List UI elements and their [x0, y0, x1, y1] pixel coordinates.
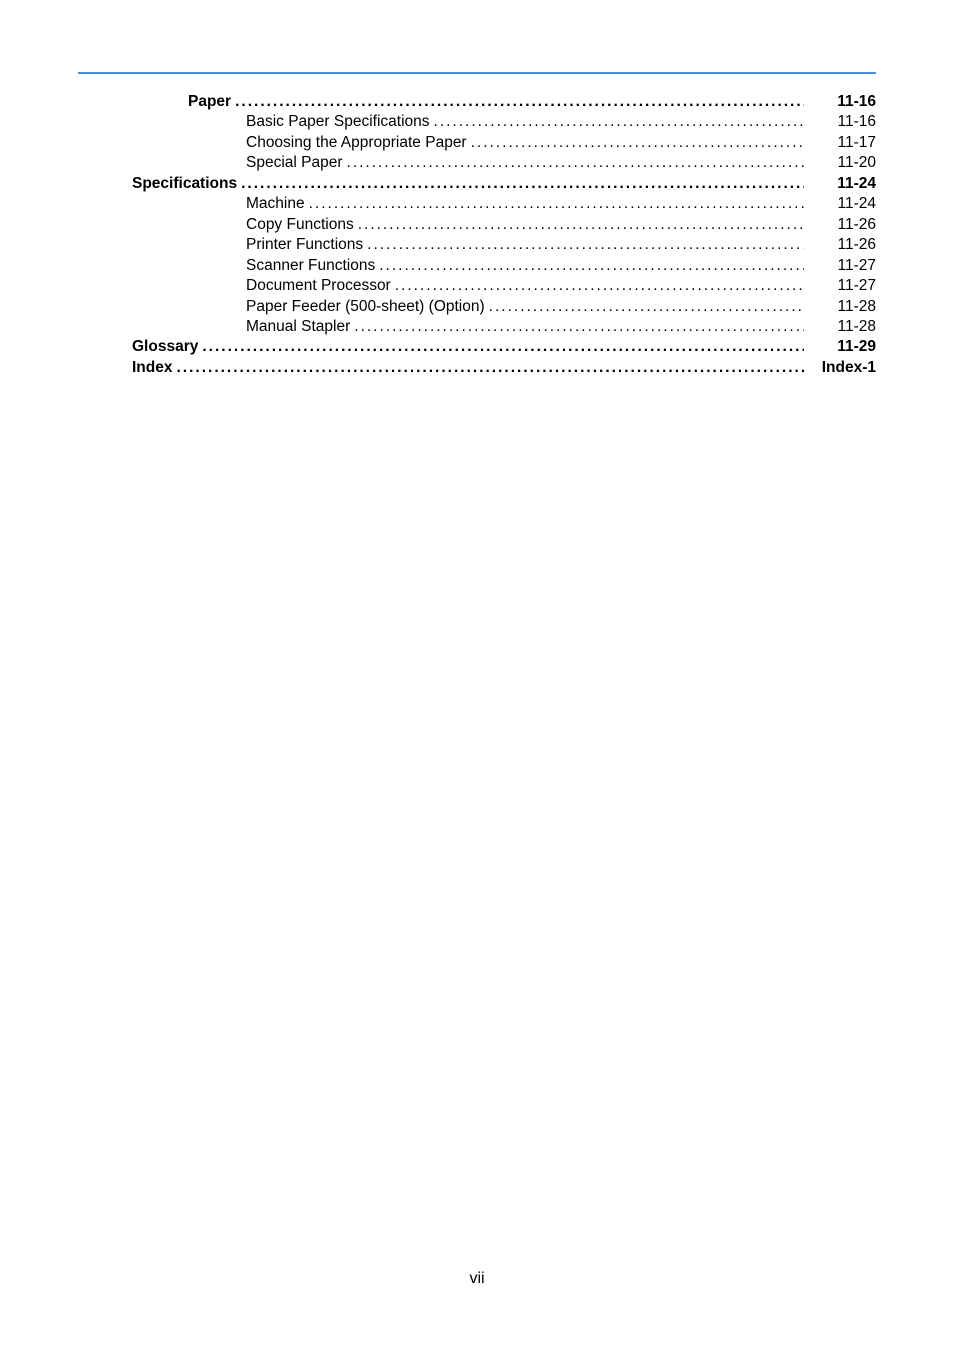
toc-page-number: 11-24 [808, 174, 876, 194]
toc-leader-dots [434, 112, 804, 132]
toc-title: Choosing the Appropriate Paper [246, 133, 467, 153]
toc-title: Index [132, 358, 172, 378]
toc-page-number: 11-27 [808, 276, 876, 296]
toc-leader-dots [309, 194, 804, 214]
toc-row: Printer Functions 11-26 [246, 235, 876, 255]
toc-row: Paper Feeder (500-sheet) (Option) 11-28 [246, 297, 876, 317]
toc-page-number: 11-26 [808, 215, 876, 235]
toc-row: Paper 11-16 [188, 92, 876, 112]
toc-title: Paper [188, 92, 231, 112]
toc-page-number: 11-16 [808, 112, 876, 132]
toc-title: Glossary [132, 337, 198, 357]
toc-row: Manual Stapler 11-28 [246, 317, 876, 337]
toc-page-number: 11-28 [808, 297, 876, 317]
toc-row: Special Paper 11-20 [246, 153, 876, 173]
toc-row: Document Processor 11-27 [246, 276, 876, 296]
toc-title: Special Paper [246, 153, 343, 173]
toc-row: Choosing the Appropriate Paper 11-17 [246, 133, 876, 153]
toc-title: Scanner Functions [246, 256, 375, 276]
toc-row: Basic Paper Specifications 11-16 [246, 112, 876, 132]
toc-title: Printer Functions [246, 235, 363, 255]
toc-leader-dots [354, 317, 804, 337]
toc-leader-dots [489, 297, 804, 317]
toc-leader-dots [367, 235, 804, 255]
toc-leader-dots [471, 133, 804, 153]
toc-title: Specifications [132, 174, 237, 194]
toc-row: Machine 11-24 [246, 194, 876, 214]
toc-title: Copy Functions [246, 215, 354, 235]
toc-leader-dots [235, 92, 804, 112]
toc-title: Paper Feeder (500-sheet) (Option) [246, 297, 485, 317]
toc-title: Document Processor [246, 276, 391, 296]
toc-leader-dots [176, 358, 804, 378]
toc-row: Glossary 11-29 [132, 337, 876, 357]
toc-leader-dots [379, 256, 804, 276]
toc-page-number: 11-16 [808, 92, 876, 112]
toc-title: Machine [246, 194, 305, 214]
toc-title: Basic Paper Specifications [246, 112, 430, 132]
toc-page-number: 11-20 [808, 153, 876, 173]
toc-row: Index Index-1 [132, 358, 876, 378]
table-of-contents: Paper 11-16 Basic Paper Specifications 11-1… [78, 92, 876, 378]
toc-page-number: 11-17 [808, 133, 876, 153]
toc-page-number: 11-27 [808, 256, 876, 276]
toc-row: Scanner Functions 11-27 [246, 256, 876, 276]
toc-page-number: Index-1 [808, 358, 876, 378]
toc-title: Manual Stapler [246, 317, 350, 337]
header-rule [78, 72, 876, 74]
toc-page-number: 11-24 [808, 194, 876, 214]
toc-leader-dots [202, 337, 804, 357]
toc-row: Specifications 11-24 [132, 174, 876, 194]
toc-leader-dots [241, 174, 804, 194]
toc-page-number: 11-29 [808, 337, 876, 357]
toc-leader-dots [358, 215, 804, 235]
toc-leader-dots [395, 276, 804, 296]
toc-leader-dots [347, 153, 804, 173]
page-number: vii [0, 1270, 954, 1288]
toc-page-number: 11-26 [808, 235, 876, 255]
toc-row: Copy Functions 11-26 [246, 215, 876, 235]
page: Paper 11-16 Basic Paper Specifications 11-1… [0, 0, 954, 1350]
toc-page-number: 11-28 [808, 317, 876, 337]
